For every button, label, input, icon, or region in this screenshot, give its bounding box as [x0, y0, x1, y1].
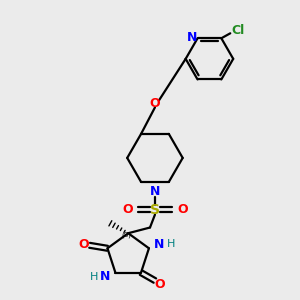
Text: H: H: [167, 239, 175, 249]
Text: N: N: [100, 270, 111, 283]
Text: (S): (S): [121, 232, 131, 238]
Text: O: O: [154, 278, 165, 291]
Text: Cl: Cl: [232, 24, 245, 37]
Text: N: N: [186, 31, 197, 44]
Text: O: O: [78, 238, 89, 251]
Text: S: S: [150, 203, 160, 217]
Text: N: N: [154, 238, 164, 251]
Text: N: N: [150, 185, 160, 198]
Text: O: O: [150, 97, 160, 110]
Text: H: H: [89, 272, 98, 282]
Text: O: O: [122, 203, 133, 216]
Text: O: O: [177, 203, 188, 216]
